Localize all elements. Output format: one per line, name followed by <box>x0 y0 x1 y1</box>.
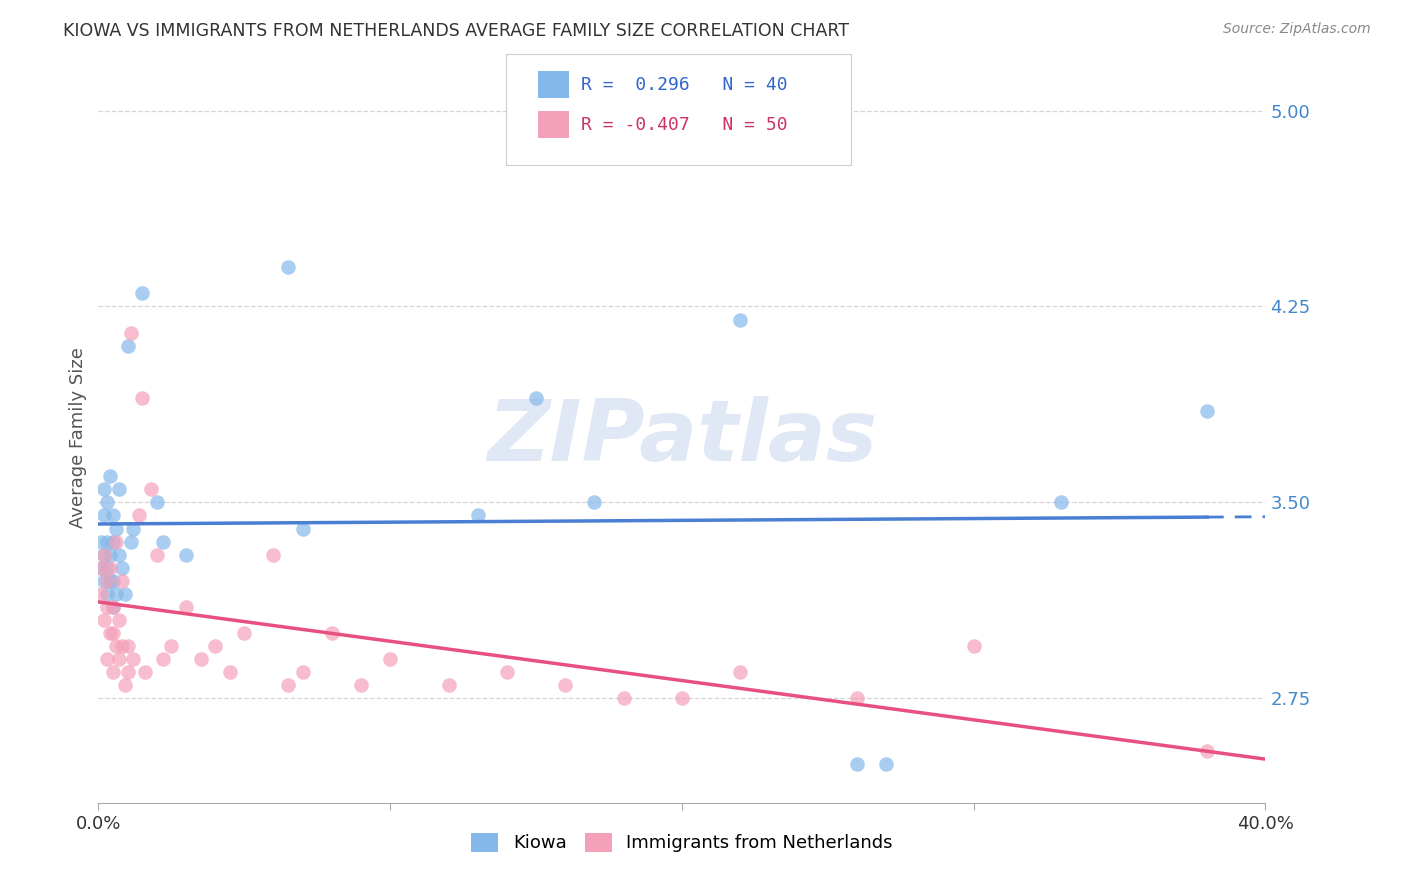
Y-axis label: Average Family Size: Average Family Size <box>69 347 87 527</box>
Point <box>467 508 489 523</box>
Point <box>875 756 897 771</box>
Point <box>96 574 118 588</box>
Point <box>93 548 115 562</box>
Point <box>96 560 118 574</box>
Point <box>277 260 299 275</box>
Point <box>128 508 150 523</box>
Point <box>90 587 112 601</box>
Text: ZIPatlas: ZIPatlas <box>486 395 877 479</box>
Point <box>350 678 373 692</box>
Point <box>98 469 121 483</box>
Point <box>120 326 142 340</box>
Point <box>730 665 752 680</box>
Point <box>93 508 115 523</box>
Point <box>93 483 115 497</box>
Point <box>90 560 112 574</box>
Point <box>554 678 576 692</box>
Point <box>139 483 162 497</box>
Point <box>291 665 314 680</box>
Point <box>218 665 240 680</box>
Point <box>101 534 124 549</box>
Point <box>96 599 118 614</box>
Point <box>96 587 118 601</box>
Point <box>146 495 169 509</box>
Point <box>524 391 547 405</box>
Legend: Kiowa, Immigrants from Netherlands: Kiowa, Immigrants from Netherlands <box>464 826 900 860</box>
Point <box>93 548 115 562</box>
Point <box>122 522 145 536</box>
Point <box>101 599 124 614</box>
Point <box>962 639 984 653</box>
Point <box>134 665 156 680</box>
Point <box>152 534 174 549</box>
Point <box>117 639 139 653</box>
Point <box>277 678 299 692</box>
Point <box>1195 743 1218 757</box>
Point <box>111 574 134 588</box>
Point <box>98 626 121 640</box>
Point <box>104 522 127 536</box>
Point <box>496 665 519 680</box>
Point <box>96 534 118 549</box>
Point <box>111 560 134 574</box>
Point <box>190 652 212 666</box>
Point <box>1195 404 1218 418</box>
Point <box>90 560 112 574</box>
Point <box>111 639 134 653</box>
Point <box>101 599 124 614</box>
Point <box>108 548 131 562</box>
Point <box>174 548 197 562</box>
Point <box>108 483 131 497</box>
Point <box>104 534 127 549</box>
Point <box>160 639 183 653</box>
Point <box>120 534 142 549</box>
Point <box>117 339 139 353</box>
Point <box>114 678 136 692</box>
Point <box>122 652 145 666</box>
Point <box>104 587 127 601</box>
Point <box>101 574 124 588</box>
Point <box>437 678 460 692</box>
Point <box>204 639 226 653</box>
Point <box>583 495 606 509</box>
Point <box>117 665 139 680</box>
Point <box>93 574 115 588</box>
Text: KIOWA VS IMMIGRANTS FROM NETHERLANDS AVERAGE FAMILY SIZE CORRELATION CHART: KIOWA VS IMMIGRANTS FROM NETHERLANDS AVE… <box>63 22 849 40</box>
Point <box>233 626 256 640</box>
Point <box>146 548 169 562</box>
Point <box>98 574 121 588</box>
Point <box>1050 495 1073 509</box>
Point <box>108 613 131 627</box>
Point <box>101 626 124 640</box>
Point <box>108 652 131 666</box>
Point <box>96 652 118 666</box>
Point <box>131 391 153 405</box>
Point <box>101 665 124 680</box>
Point <box>380 652 402 666</box>
Point <box>98 560 121 574</box>
Point <box>174 599 197 614</box>
Point <box>291 522 314 536</box>
Point <box>114 587 136 601</box>
Point <box>104 639 127 653</box>
Point <box>730 312 752 326</box>
Point <box>846 756 869 771</box>
Text: R = -0.407   N = 50: R = -0.407 N = 50 <box>581 116 787 134</box>
Point <box>321 626 343 640</box>
Text: R =  0.296   N = 40: R = 0.296 N = 40 <box>581 76 787 94</box>
Point <box>93 613 115 627</box>
Point <box>152 652 174 666</box>
Point <box>131 286 153 301</box>
Point <box>90 534 112 549</box>
Point <box>98 548 121 562</box>
Point <box>846 691 869 706</box>
Point <box>612 691 634 706</box>
Point <box>671 691 693 706</box>
Point <box>262 548 284 562</box>
Point <box>101 508 124 523</box>
Point <box>96 495 118 509</box>
Text: Source: ZipAtlas.com: Source: ZipAtlas.com <box>1223 22 1371 37</box>
